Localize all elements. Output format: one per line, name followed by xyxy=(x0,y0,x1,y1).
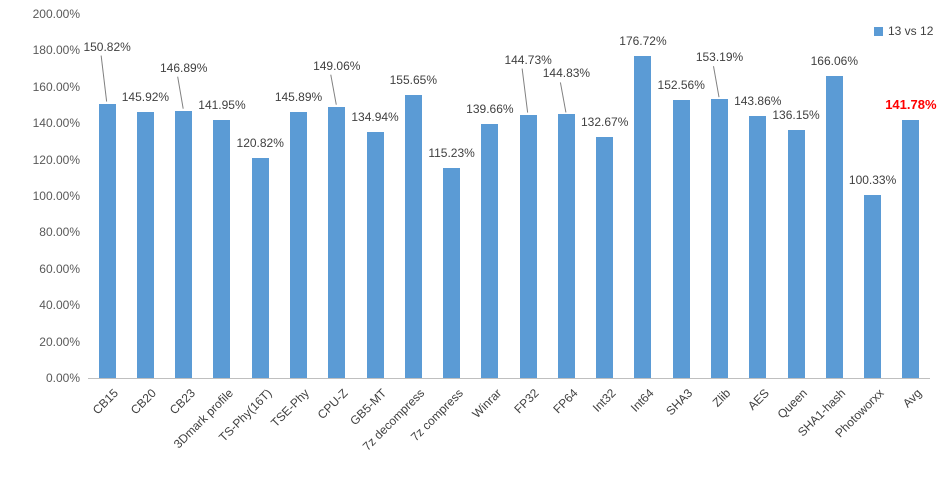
value-label: 145.89% xyxy=(274,90,323,105)
value-label: 166.06% xyxy=(810,53,858,68)
bar xyxy=(596,136,614,378)
value-label: 153.19% xyxy=(695,50,744,65)
bar xyxy=(251,158,269,378)
y-axis-tick-label: 60.00% xyxy=(39,261,80,276)
bar xyxy=(557,114,575,378)
x-axis-category-label: CB23 xyxy=(166,386,198,418)
bar xyxy=(404,94,422,378)
value-label: 149.06% xyxy=(313,58,361,73)
value-label: 120.82% xyxy=(236,136,284,151)
bar xyxy=(864,195,882,378)
y-axis-tick-label: 100.00% xyxy=(32,189,80,203)
y-axis-tick-label: 80.00% xyxy=(39,225,80,240)
bar xyxy=(366,132,384,378)
value-label: 144.73% xyxy=(504,52,552,67)
x-axis-category-label: Winrar xyxy=(468,386,504,421)
value-label: 115.23% xyxy=(428,146,475,161)
x-axis-category-label: Avg xyxy=(900,386,925,411)
value-label: 136.15% xyxy=(772,108,820,123)
x-axis-category-label: Queen xyxy=(774,386,810,422)
value-label: 152.56% xyxy=(657,78,705,93)
value-label: 143.86% xyxy=(734,94,782,109)
y-axis-tick-label: 160.00% xyxy=(32,79,80,94)
value-label: 176.72% xyxy=(619,34,667,49)
y-axis-tick-label: 20.00% xyxy=(39,334,80,349)
bar xyxy=(136,112,154,378)
value-label: 144.83% xyxy=(542,66,591,81)
bar xyxy=(902,119,920,378)
bar xyxy=(481,123,499,378)
y-axis-tick-label: 40.00% xyxy=(39,298,80,313)
bar xyxy=(825,75,843,378)
bar xyxy=(519,114,537,378)
x-axis-category-label: FP32 xyxy=(511,386,543,417)
x-axis-category-label: Int64 xyxy=(628,386,657,415)
bar xyxy=(787,130,805,378)
legend-swatch-icon xyxy=(874,26,883,36)
leader-line xyxy=(559,82,567,113)
y-axis-tick-label: 0.00% xyxy=(45,371,80,385)
x-axis-category-label: Int32 xyxy=(589,386,619,415)
y-axis-tick-label: 140.00% xyxy=(32,116,80,131)
x-axis-category-label: AES xyxy=(744,386,772,413)
x-axis-category-label: Zlib xyxy=(709,386,734,410)
bar xyxy=(634,56,652,378)
value-label: 132.67% xyxy=(580,114,629,129)
x-axis-category-label: CB15 xyxy=(89,386,122,418)
value-label: 139.66% xyxy=(466,101,514,116)
bar xyxy=(175,110,193,378)
bar xyxy=(672,100,690,378)
y-axis-tick-label: 200.00% xyxy=(32,7,80,21)
x-axis-line xyxy=(88,378,930,379)
value-label: 100.33% xyxy=(848,173,897,188)
x-axis-category-label: SHA3 xyxy=(663,386,696,419)
value-label: 146.89% xyxy=(159,60,208,75)
value-label: 155.65% xyxy=(389,72,437,87)
x-axis-category-label: FP64 xyxy=(550,386,581,417)
value-label: 150.82% xyxy=(83,39,131,54)
bar xyxy=(290,112,307,378)
value-label: 134.94% xyxy=(351,110,399,125)
x-axis-category-label: CB20 xyxy=(128,386,160,418)
value-label: 141.95% xyxy=(198,97,246,112)
y-axis-tick-label: 120.00% xyxy=(32,152,80,167)
bar xyxy=(749,116,767,378)
leader-line xyxy=(100,55,108,102)
bar xyxy=(98,103,116,378)
bar xyxy=(213,119,231,378)
x-axis-category-label: CPU-Z xyxy=(314,386,351,422)
y-axis-tick-label: 180.00% xyxy=(32,43,80,58)
value-label-highlight: 141.78% xyxy=(885,96,937,112)
x-axis-category-label: TSE-Phy xyxy=(268,386,313,430)
value-label: 145.92% xyxy=(121,90,170,105)
legend-label: 13 vs 12 xyxy=(888,24,934,38)
bar xyxy=(443,168,461,378)
legend: 13 vs 12 xyxy=(874,24,933,38)
bar xyxy=(711,99,728,378)
bar xyxy=(328,106,346,378)
